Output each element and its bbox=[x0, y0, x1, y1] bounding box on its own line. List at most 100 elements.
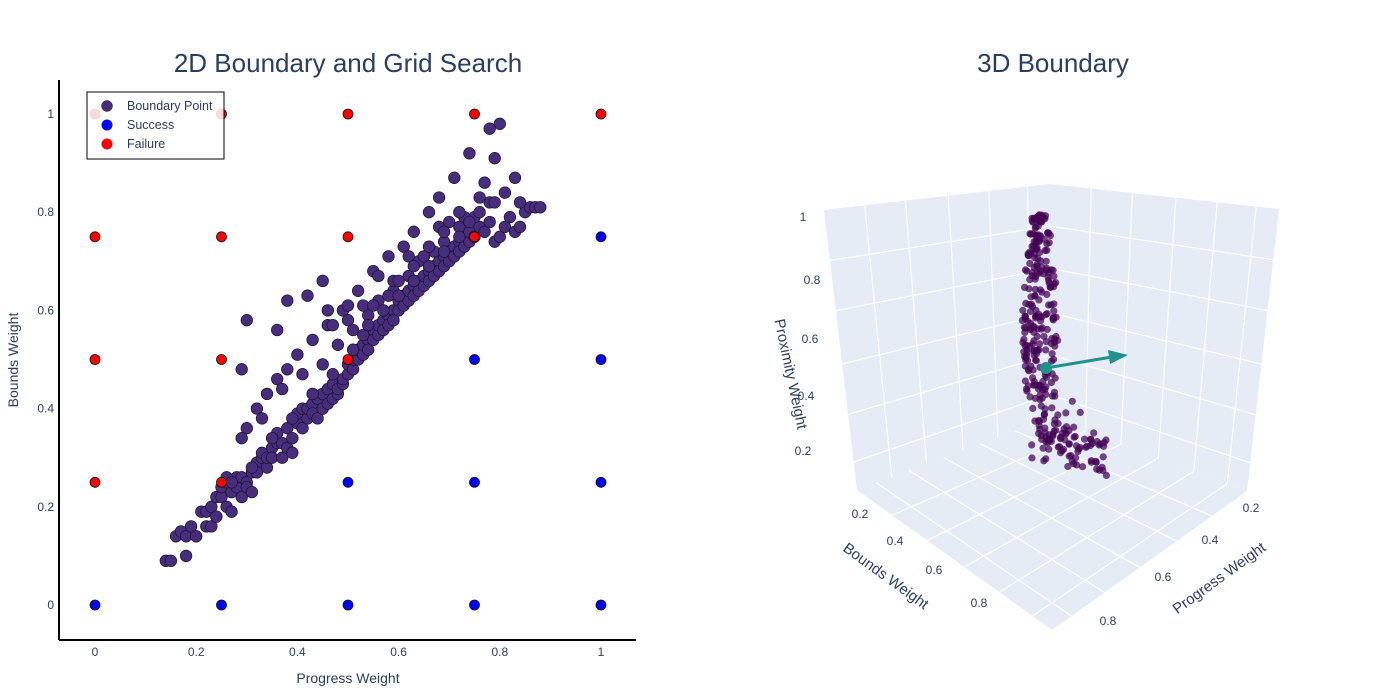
boundary-point bbox=[346, 323, 360, 337]
grid-line bbox=[842, 312, 1051, 365]
boundary-point bbox=[534, 201, 547, 214]
boundary-point-3d bbox=[1031, 292, 1039, 300]
boundary-point bbox=[281, 422, 294, 435]
failure-point bbox=[469, 231, 480, 243]
boundary-point bbox=[235, 363, 248, 376]
boundary-point bbox=[463, 215, 476, 229]
boundary-point-3d bbox=[1049, 266, 1057, 274]
boundary-point-3d bbox=[1038, 394, 1046, 402]
boundary-point-3d bbox=[1023, 387, 1031, 395]
boundary-point-3d bbox=[1045, 445, 1053, 453]
boundary-point bbox=[473, 206, 486, 219]
boundary-point-3d bbox=[1048, 404, 1056, 412]
ticks-2d: 0 0.2 0.4 0.6 0.8 1 0 0.2 0.4 0.6 0.8 1 bbox=[37, 107, 604, 659]
boundary-point-3d bbox=[1048, 350, 1056, 358]
boundary-point bbox=[407, 225, 420, 238]
boundary-point-3d bbox=[1021, 377, 1029, 385]
boundary-point bbox=[377, 304, 390, 317]
boundary-point-3d bbox=[1052, 332, 1060, 341]
grid-line bbox=[1032, 483, 1228, 617]
x-tick-label: 1 bbox=[598, 645, 605, 659]
boundary-point-3d bbox=[1026, 259, 1034, 267]
grid-line bbox=[847, 354, 1051, 415]
boundary-point bbox=[407, 274, 420, 288]
boundary-point-3d bbox=[1040, 235, 1048, 243]
x-tick-label: 0.6 bbox=[390, 645, 407, 659]
boundary-point bbox=[513, 196, 527, 209]
boundary-point-3d bbox=[1057, 449, 1065, 457]
boundary-point-3d bbox=[1032, 312, 1040, 320]
boundary-point bbox=[235, 431, 248, 445]
boundary-point-3d bbox=[1065, 440, 1073, 448]
points-3d bbox=[1018, 211, 1110, 479]
boundary-point bbox=[331, 338, 345, 351]
boundary-point-3d bbox=[1039, 444, 1047, 452]
success-point bbox=[595, 231, 607, 243]
boundary-point-3d bbox=[1032, 306, 1040, 314]
y-tick-label: 0.2 bbox=[37, 500, 54, 514]
success-point bbox=[595, 599, 607, 611]
boundary-point-3d bbox=[1050, 355, 1058, 363]
grid-line bbox=[947, 195, 964, 451]
failure-point bbox=[216, 476, 227, 488]
success-point bbox=[595, 476, 607, 488]
boundary-point bbox=[245, 485, 259, 499]
boundary-point bbox=[281, 294, 294, 307]
boundary-point bbox=[463, 147, 476, 160]
failure-point bbox=[595, 108, 607, 120]
boundary-point-3d bbox=[1090, 429, 1098, 437]
boundary-point-3d bbox=[1043, 290, 1051, 298]
boundary-point-3d bbox=[1019, 306, 1027, 314]
boundary-point-3d bbox=[1065, 427, 1073, 435]
boundary-point-3d bbox=[1026, 248, 1034, 256]
boundary-point-3d bbox=[1054, 443, 1062, 451]
boundary-point-3d bbox=[1020, 335, 1028, 343]
normal-arrow-shaft bbox=[1045, 355, 1113, 370]
boundary-point bbox=[357, 328, 370, 342]
boundary-point bbox=[286, 446, 299, 459]
boundary-point-3d bbox=[1040, 332, 1048, 340]
boundary-point bbox=[311, 412, 324, 425]
y-axis-label-2d: Bounds Weight bbox=[5, 313, 21, 408]
boundary-point-3d bbox=[1030, 214, 1038, 222]
boundary-point-3d bbox=[1025, 285, 1033, 293]
z-tick-label: 0.4 bbox=[798, 389, 815, 403]
grid-line bbox=[853, 394, 1051, 463]
y-tick-label: 0.4 bbox=[37, 402, 54, 416]
boundary-point-3d bbox=[1029, 366, 1037, 374]
boundary-point-3d bbox=[1047, 339, 1055, 348]
boundary-point bbox=[326, 318, 339, 332]
boundary-point bbox=[276, 382, 289, 396]
boundary-point-3d bbox=[1021, 266, 1030, 274]
boundary-point bbox=[392, 289, 405, 302]
boundary-point-3d bbox=[1036, 417, 1044, 425]
boundary-point-3d bbox=[1044, 229, 1052, 237]
boundary-point-3d bbox=[1102, 471, 1110, 479]
legend-2d: Boundary Point Success Failure bbox=[86, 91, 225, 160]
grid-line bbox=[943, 457, 1141, 568]
floor bbox=[857, 418, 1247, 630]
failure-point bbox=[342, 354, 354, 365]
failure-point bbox=[216, 354, 227, 365]
boundary-point bbox=[281, 363, 294, 376]
grid-line bbox=[829, 225, 1051, 261]
boundary-point-3d bbox=[1050, 272, 1058, 280]
failure-point bbox=[89, 476, 101, 488]
boundary-point bbox=[443, 215, 456, 229]
boundary-point bbox=[205, 520, 218, 533]
boundary-point bbox=[498, 220, 512, 234]
boundary-point bbox=[301, 289, 314, 302]
grid-line bbox=[1049, 312, 1262, 365]
boundary-point-3d bbox=[1042, 383, 1050, 391]
y-tick-label-3d: 0.2 bbox=[852, 507, 869, 521]
boundary-point-3d bbox=[1027, 300, 1035, 308]
grid-line bbox=[875, 482, 1072, 617]
grid-line bbox=[1049, 394, 1251, 464]
boundary-point-3d bbox=[1020, 348, 1028, 356]
boundary-point-3d bbox=[1046, 435, 1054, 443]
boundary-point bbox=[341, 299, 355, 312]
boundary-point bbox=[483, 215, 496, 229]
boundary-point bbox=[362, 318, 375, 332]
boundary-point bbox=[316, 358, 329, 371]
boundary-point bbox=[341, 314, 355, 327]
